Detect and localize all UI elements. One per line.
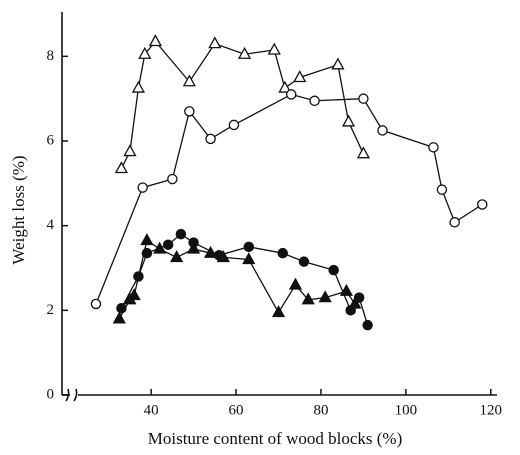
marker xyxy=(123,144,137,157)
marker xyxy=(170,250,184,263)
marker xyxy=(175,228,187,240)
marker xyxy=(301,292,315,305)
marker xyxy=(182,74,196,87)
series-line xyxy=(120,40,364,169)
marker xyxy=(318,290,332,303)
marker xyxy=(267,42,281,55)
marker xyxy=(208,36,222,49)
marker xyxy=(205,133,216,145)
marker xyxy=(131,80,146,93)
marker xyxy=(377,125,388,136)
marker xyxy=(477,199,488,210)
y-tick-label: 8 xyxy=(47,48,55,64)
series-line xyxy=(95,93,483,305)
marker xyxy=(285,89,297,100)
marker xyxy=(237,46,252,59)
marker xyxy=(309,95,320,107)
marker xyxy=(140,233,154,246)
marker xyxy=(228,119,240,131)
y-tick-label: 6 xyxy=(47,132,55,148)
marker xyxy=(328,264,339,276)
marker xyxy=(203,245,218,258)
y-tick-label: 0 xyxy=(47,386,55,402)
marker xyxy=(137,182,148,193)
x-axis-label: Moisture content of wood blocks (%) xyxy=(148,429,402,448)
marker xyxy=(288,277,303,290)
marker xyxy=(162,239,174,250)
marker xyxy=(277,247,288,259)
marker xyxy=(362,319,373,331)
marker xyxy=(356,146,371,159)
marker xyxy=(278,80,292,93)
marker xyxy=(112,311,126,324)
x-tick-label: 40 xyxy=(144,402,159,418)
marker xyxy=(348,296,362,309)
marker xyxy=(167,173,178,185)
marker xyxy=(138,46,152,59)
marker xyxy=(184,106,195,117)
marker xyxy=(271,305,286,318)
marker xyxy=(298,256,310,267)
marker xyxy=(449,217,460,228)
marker xyxy=(127,288,141,301)
marker xyxy=(148,34,162,47)
marker xyxy=(186,241,201,254)
marker xyxy=(428,142,439,153)
marker xyxy=(339,283,354,296)
marker xyxy=(243,241,255,253)
marker xyxy=(114,161,129,174)
marker xyxy=(331,57,345,70)
axis-break xyxy=(65,388,78,402)
marker xyxy=(90,298,102,310)
marker xyxy=(436,184,448,195)
marker xyxy=(358,93,369,104)
y-axis-label: Weight loss (%) xyxy=(9,155,28,264)
marker xyxy=(341,114,356,127)
x-tick-label: 100 xyxy=(395,402,418,418)
x-tick-label: 120 xyxy=(480,402,503,418)
marker xyxy=(242,252,256,265)
marker xyxy=(153,241,167,254)
x-tick-label: 60 xyxy=(229,402,244,418)
marker xyxy=(216,250,230,263)
series-line xyxy=(118,239,356,320)
y-tick-label: 2 xyxy=(47,302,55,318)
x-tick-label: 80 xyxy=(313,402,328,418)
marker xyxy=(293,70,307,83)
y-tick-label: 4 xyxy=(47,217,55,233)
